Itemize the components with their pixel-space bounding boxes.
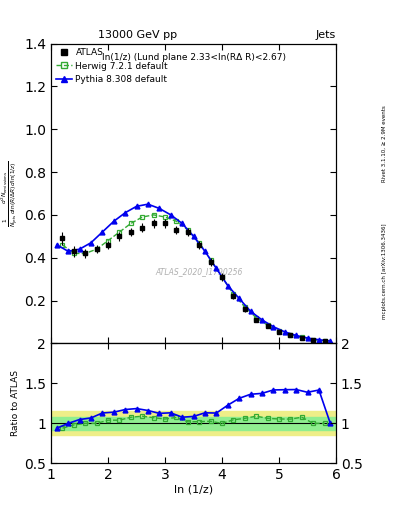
Pythia 8.308 default	[294, 332, 299, 338]
Pythia 8.308 default	[146, 201, 151, 207]
Text: Rivet 3.1.10, ≥ 2.9M events: Rivet 3.1.10, ≥ 2.9M events	[382, 105, 387, 182]
Pythia 8.308 default	[89, 240, 94, 246]
Y-axis label: $\frac{1}{N_{\mathrm{jets}}}\frac{d^2 N_{\mathrm{emissions}}}{d\ln(R/\Delta R)\,: $\frac{1}{N_{\mathrm{jets}}}\frac{d^2 N_…	[0, 160, 20, 226]
Pythia 8.308 default	[134, 203, 139, 209]
Y-axis label: Ratio to ATLAS: Ratio to ATLAS	[11, 370, 20, 436]
Pythia 8.308 default	[77, 246, 82, 252]
Herwig 7.2.1 default	[106, 238, 110, 244]
Text: Jets: Jets	[316, 30, 336, 40]
Pythia 8.308 default	[237, 295, 241, 302]
Pythia 8.308 default	[328, 338, 333, 344]
Herwig 7.2.1 default	[231, 291, 236, 297]
Pythia 8.308 default	[317, 337, 321, 343]
Pythia 8.308 default	[248, 308, 253, 314]
Line: Pythia 8.308 default: Pythia 8.308 default	[54, 202, 333, 344]
Text: 13000 GeV pp: 13000 GeV pp	[98, 30, 177, 40]
Herwig 7.2.1 default	[60, 242, 65, 248]
Herwig 7.2.1 default	[151, 212, 156, 218]
Text: mcplots.cern.ch [arXiv:1306.3436]: mcplots.cern.ch [arXiv:1306.3436]	[382, 224, 387, 319]
Pythia 8.308 default	[100, 229, 105, 235]
Herwig 7.2.1 default	[140, 214, 145, 220]
Herwig 7.2.1 default	[311, 336, 316, 343]
Pythia 8.308 default	[271, 324, 276, 330]
Text: ln(1/z) (Lund plane 2.33<ln(RΔ R)<2.67): ln(1/z) (Lund plane 2.33<ln(RΔ R)<2.67)	[101, 53, 286, 61]
Legend: ATLAS, Herwig 7.2.1 default, Pythia 8.308 default: ATLAS, Herwig 7.2.1 default, Pythia 8.30…	[54, 46, 170, 86]
Herwig 7.2.1 default	[265, 322, 270, 328]
Pythia 8.308 default	[123, 210, 128, 216]
Herwig 7.2.1 default	[322, 338, 327, 344]
Herwig 7.2.1 default	[94, 246, 99, 252]
Pythia 8.308 default	[203, 248, 208, 254]
Herwig 7.2.1 default	[242, 304, 247, 310]
Pythia 8.308 default	[157, 205, 162, 211]
Herwig 7.2.1 default	[254, 315, 259, 321]
Herwig 7.2.1 default	[185, 227, 190, 233]
Herwig 7.2.1 default	[163, 214, 167, 220]
Herwig 7.2.1 default	[208, 257, 213, 263]
Pythia 8.308 default	[225, 283, 230, 289]
Pythia 8.308 default	[180, 220, 185, 226]
Herwig 7.2.1 default	[197, 240, 202, 246]
Herwig 7.2.1 default	[129, 220, 133, 226]
X-axis label: ln (1/z): ln (1/z)	[174, 485, 213, 495]
Herwig 7.2.1 default	[72, 250, 76, 257]
Pythia 8.308 default	[282, 329, 287, 335]
Pythia 8.308 default	[66, 248, 71, 254]
Herwig 7.2.1 default	[299, 334, 304, 340]
Pythia 8.308 default	[191, 233, 196, 240]
Pythia 8.308 default	[214, 265, 219, 271]
Line: Herwig 7.2.1 default: Herwig 7.2.1 default	[60, 212, 327, 343]
Pythia 8.308 default	[260, 317, 264, 323]
Pythia 8.308 default	[54, 242, 59, 248]
Herwig 7.2.1 default	[83, 250, 88, 257]
Pythia 8.308 default	[169, 212, 173, 218]
Pythia 8.308 default	[112, 218, 116, 224]
Herwig 7.2.1 default	[220, 274, 224, 280]
Herwig 7.2.1 default	[277, 328, 281, 334]
Pythia 8.308 default	[305, 335, 310, 341]
Herwig 7.2.1 default	[117, 229, 122, 235]
Herwig 7.2.1 default	[174, 218, 179, 224]
Herwig 7.2.1 default	[288, 332, 293, 338]
Text: ATLAS_2020_I1790256: ATLAS_2020_I1790256	[156, 267, 243, 276]
